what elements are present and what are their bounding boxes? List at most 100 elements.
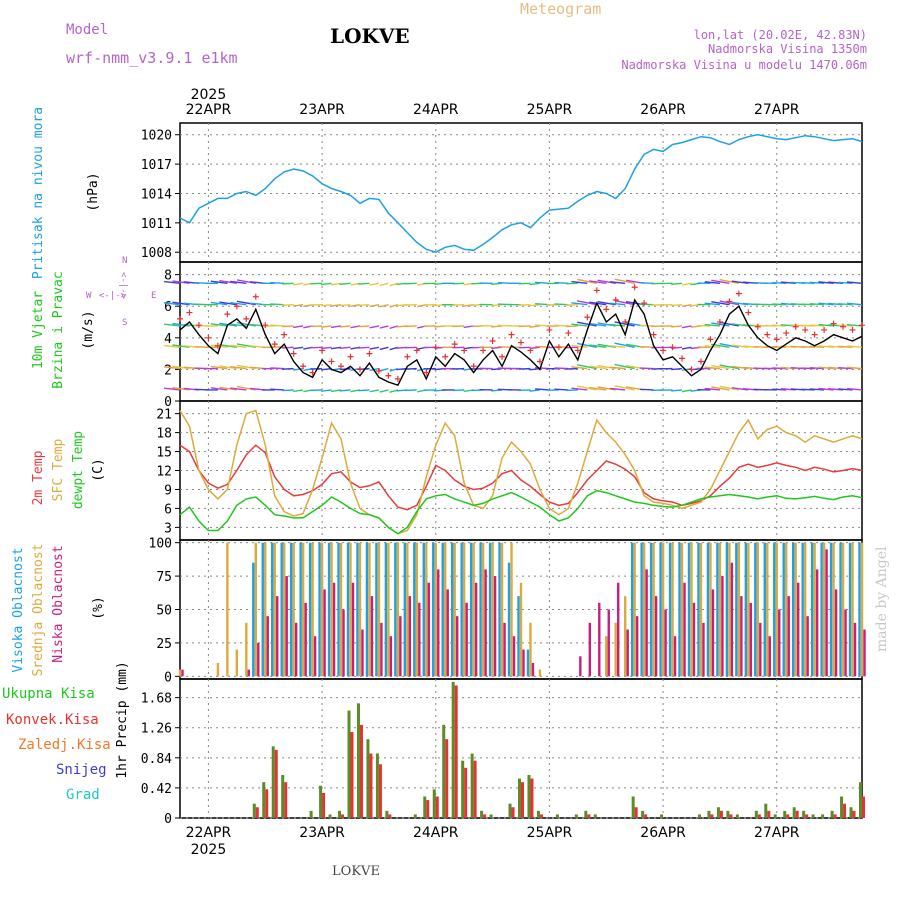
high-cloud-bar (810, 542, 814, 677)
wind-arrow (210, 301, 228, 306)
pressure-unit: (hPa) (86, 172, 101, 211)
precip-conv-bar (795, 810, 799, 818)
wind-arrow (571, 344, 588, 348)
t2m-label: 2m Temp (31, 450, 46, 505)
high-cloud-bar (337, 542, 340, 677)
wind-arrow (379, 389, 389, 393)
wind-arrow (589, 280, 607, 285)
mid-cloud-bar (330, 542, 333, 677)
lonlat-label: lon,lat (20.02E, 42.83N) (694, 28, 867, 42)
mid-cloud-bar (718, 542, 722, 677)
wind-arrow (230, 344, 247, 348)
mid-cloud-bar (728, 542, 731, 677)
wind-arrow (230, 387, 247, 391)
wind-arrow (172, 365, 190, 370)
wind-arrow (172, 322, 190, 327)
high-cloud-bar (498, 542, 501, 677)
gust-marker (423, 369, 430, 376)
y-tick-label: 8 (164, 269, 172, 284)
wind-arrow (270, 324, 285, 327)
wind-arrow (219, 279, 237, 285)
gust-marker (584, 314, 591, 321)
wind-arrow (230, 302, 247, 306)
low-cloud-bar (512, 636, 516, 677)
wind-arrow (818, 366, 834, 370)
precip-total-bar (735, 814, 739, 818)
gust-marker (319, 347, 326, 354)
compass-w: W (86, 291, 92, 301)
gust-marker (300, 363, 307, 370)
wind-arrow (210, 323, 228, 327)
gust-marker (536, 358, 543, 365)
mid-cloud-bar (709, 542, 712, 677)
precip-conv-bar (521, 782, 524, 818)
precip-conv-bar (255, 807, 259, 818)
wind-arrow (339, 389, 351, 392)
high-cloud-bar (318, 542, 321, 677)
wind-arrow (704, 302, 720, 306)
wind-arrow (704, 281, 720, 285)
mid-cloud-bar (311, 542, 314, 677)
precip-conv-bar (729, 814, 733, 818)
gust-marker (214, 342, 221, 349)
low-cloud-bar (654, 596, 658, 677)
y-tick-label: 0 (164, 395, 172, 410)
gust-marker (754, 323, 761, 330)
bottom-day-label: 27APR (754, 825, 800, 841)
precip-total-bar (593, 814, 597, 818)
high-cloud-bar (308, 542, 312, 677)
dewpt-label: dewpt Temp (71, 431, 86, 509)
low-cloud-bar (683, 582, 686, 677)
high-cloud-bar (526, 649, 530, 677)
wind-arrow (577, 321, 597, 327)
wind-arrow (809, 324, 825, 327)
gust-marker (527, 347, 534, 354)
precip-total-bar (764, 803, 768, 818)
precip-conv-bar (805, 814, 809, 818)
wind-arrow (809, 345, 825, 348)
y-tick-label: 100 (149, 537, 172, 552)
low-cloud-bar (474, 582, 478, 677)
gust-marker (499, 353, 506, 360)
pressure-ylabel: Pritisak na nivou mora (31, 107, 46, 279)
wind-arrow (172, 280, 190, 285)
gust-marker (366, 350, 373, 357)
high-cloud-bar (479, 542, 482, 677)
wind-arrow (164, 302, 181, 306)
gust-marker (177, 315, 183, 322)
wind-arrow (270, 303, 285, 306)
y-tick-label: 4 (164, 332, 172, 347)
high-cloud-bar (716, 542, 719, 677)
y-tick-label: 0 (164, 812, 172, 827)
mid-cloud-bar (851, 542, 854, 677)
low-cloud-bar (455, 616, 459, 677)
wind-arrow (369, 389, 380, 393)
low-cloud-bar (607, 609, 610, 677)
gust-marker (783, 330, 790, 337)
bottom-day-label: 22APR (186, 825, 232, 841)
high-cloud-bar (801, 542, 804, 677)
wind-arrow (719, 279, 739, 285)
precip-total-bar (707, 810, 711, 818)
mid-cloud-bar (434, 542, 437, 677)
wind-unit: (m/s) (81, 310, 96, 349)
high-cloud-bar (280, 542, 283, 677)
temp-unit: (C) (91, 458, 106, 481)
mid-cloud-bar (652, 542, 655, 677)
wind-arrow (639, 345, 654, 348)
mid-cloud-bar (444, 542, 447, 677)
high-cloud-bar (517, 596, 520, 677)
wind-arrow (571, 302, 588, 306)
gust-marker (413, 347, 420, 354)
high-cloud-label: Visoka Oblacnost (11, 547, 26, 672)
wind-arrow (282, 389, 294, 392)
panel-2: 0 2 4 6 8 (164, 261, 863, 410)
precip-conv-bar (388, 814, 392, 818)
low-cloud-bar (389, 636, 393, 677)
mid-cloud-bar (785, 542, 788, 677)
mid-cloud-bar (860, 542, 864, 677)
high-cloud-bar (649, 542, 653, 677)
gust-marker (735, 290, 742, 297)
wind-arrow (577, 342, 597, 348)
low-cloud-bar (361, 629, 364, 677)
